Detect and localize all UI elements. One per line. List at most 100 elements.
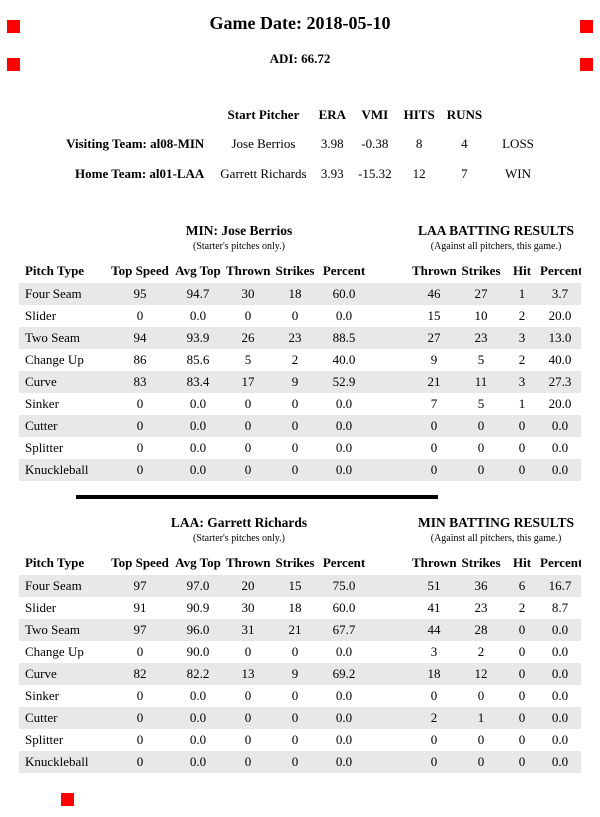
stat-cell: 0 [136, 395, 144, 411]
col-thrown: Thrown [225, 554, 271, 570]
home-runs: 7 [461, 166, 468, 181]
pitch-row: Knuckleball 0 0.0 0 0 0.0 0 0 0 0.0 [18, 458, 582, 481]
pitch-row: Splitter 0 0.0 0 0 0.0 0 0 0 0.0 [19, 437, 581, 459]
stat-cell: 20.0 [548, 395, 572, 411]
column-gap [369, 511, 411, 551]
col-hits: HITS [403, 107, 435, 122]
stat-cell: 83 [133, 373, 147, 389]
stat-cell: 0.0 [189, 307, 207, 323]
pitcher-subtitle: (Starter's pitches only.) [193, 532, 285, 544]
col-vmi: VMI [361, 107, 389, 122]
column-gap [369, 283, 411, 305]
stat-cell: 0.0 [189, 395, 207, 411]
stat-cell: 13.0 [548, 329, 572, 345]
stat-cell: 0.0 [335, 417, 353, 433]
stat-cell: 0 [291, 439, 299, 455]
stat-cell: 0 [291, 687, 299, 703]
stat-cell: 60.0 [332, 285, 356, 301]
stat-cell: 0 [430, 753, 438, 769]
pitch-row: Four Seam 97 97.0 20 15 75.0 51 36 6 16.7 [18, 574, 582, 597]
stat-cell: 0.0 [551, 665, 569, 681]
col-pitch-type: Pitch Type [24, 262, 85, 278]
pitcher-title: LAA: Garrett Richards [170, 514, 308, 530]
home-pitcher-name: Garrett Richards [220, 166, 307, 181]
home-pitch-rows: Four Seam 97 97.0 20 15 75.0 51 36 6 16.7 Slider 91… [18, 574, 582, 773]
stat-cell: 27 [427, 329, 441, 345]
pitch-type-cell: Four Seam [24, 577, 82, 593]
stat-cell: 0 [291, 395, 299, 411]
stat-cell: 0 [291, 417, 299, 433]
pitch-type-cell: Two Seam [24, 329, 81, 345]
pitch-row: Slider 91 90.9 30 18 60.0 41 23 2 8.7 [19, 597, 581, 619]
stat-cell: 0.0 [189, 461, 207, 477]
stat-cell: 13 [241, 665, 255, 681]
pitch-type-cell: Splitter [24, 731, 64, 747]
stat-cell: 0 [477, 461, 485, 477]
col-avg-top: Avg Top [175, 554, 221, 570]
stat-cell: 97 [133, 621, 147, 637]
col-strikes: Strikes [275, 554, 315, 570]
stat-cell: 11 [474, 373, 488, 389]
visiting-runs: 4 [461, 136, 468, 151]
stat-cell: 41 [427, 599, 441, 615]
summary-header-blank [488, 101, 540, 129]
pitch-type-cell: Sinker [24, 687, 59, 703]
stat-cell: 0.0 [551, 731, 569, 747]
col-bat-strikes: Strikes [461, 554, 501, 570]
stat-cell: 31 [241, 621, 255, 637]
stat-cell: 0.0 [551, 461, 569, 477]
stat-cell: 0 [136, 461, 144, 477]
pitch-row: Cutter 0 0.0 0 0 0.0 0 0 0 0.0 [18, 414, 582, 437]
stat-cell: 0 [136, 439, 144, 455]
stat-cell: 10 [474, 307, 488, 323]
col-percent: Percent [322, 554, 366, 570]
stat-cell: 0 [136, 753, 144, 769]
col-start-pitcher: Start Pitcher [227, 107, 300, 122]
stat-cell: 21 [288, 621, 302, 637]
stat-cell: 95 [133, 285, 147, 301]
stat-cell: 21 [427, 373, 441, 389]
pitch-row: Four Seam 95 94.7 30 18 60.0 46 27 1 3.7 [18, 282, 582, 305]
column-gap [369, 685, 411, 707]
stat-cell: 90.0 [186, 643, 210, 659]
column-gap [369, 393, 411, 415]
pitch-row: Two Seam 94 93.9 26 23 88.5 27 23 3 13.0 [18, 326, 582, 349]
pitch-type-cell: Four Seam [24, 285, 82, 301]
pitch-row: Slider 0 0.0 0 0 0.0 15 10 2 20.0 [19, 305, 581, 327]
pitch-row: Cutter 0 0.0 0 0 0.0 2 1 0 0.0 [18, 706, 582, 729]
pitch-type-cell: Curve [24, 665, 57, 681]
stat-cell: 46 [427, 285, 441, 301]
stat-cell: 0 [518, 461, 526, 477]
stat-cell: 9 [430, 351, 438, 367]
stat-cell: 86 [133, 351, 147, 367]
stat-cell: 0 [430, 461, 438, 477]
stat-cell: 0 [518, 731, 526, 747]
stat-cell: 26 [241, 329, 255, 345]
batting-subtitle: (Against all pitchers, this game.) [430, 240, 562, 252]
stat-cell: 0 [291, 709, 299, 725]
pitch-type-cell: Splitter [24, 439, 64, 455]
stat-cell: 0 [244, 753, 252, 769]
col-top-speed: Top Speed [111, 554, 169, 570]
stat-cell: 0 [136, 731, 144, 747]
stat-cell: 15 [288, 577, 302, 593]
stat-cell: 0 [477, 417, 485, 433]
stat-cell: 40.0 [548, 351, 572, 367]
pitch-row: Change Up 86 85.6 5 2 40.0 9 5 2 40.0 [19, 349, 581, 371]
pitch-type-cell: Knuckleball [24, 753, 89, 769]
pitch-row: Change Up 0 90.0 0 0 0.0 3 2 0 0.0 [19, 641, 581, 663]
page-title: Game Date: 2018-05-10 [209, 13, 391, 33]
stat-cell: 0 [136, 643, 144, 659]
column-gap [369, 327, 411, 349]
stat-cell: 0 [518, 621, 526, 637]
stat-cell: 12 [474, 665, 488, 681]
stat-cell: 0 [430, 687, 438, 703]
pitch-row: Curve 82 82.2 13 9 69.2 18 12 0 0.0 [18, 662, 582, 685]
col-bat-percent: Percent [540, 262, 582, 278]
stat-cell: 18 [288, 285, 302, 301]
stat-cell: 0 [136, 687, 144, 703]
stat-cell: 60.0 [332, 599, 356, 615]
visiting-pitch-rows: Four Seam 95 94.7 30 18 60.0 46 27 1 3.7 Slider 0 0.… [18, 282, 582, 481]
visiting-team-row: Visiting Team: al08-MIN Jose Berrios 3.9… [60, 129, 540, 159]
stat-cell: 0.0 [551, 687, 569, 703]
